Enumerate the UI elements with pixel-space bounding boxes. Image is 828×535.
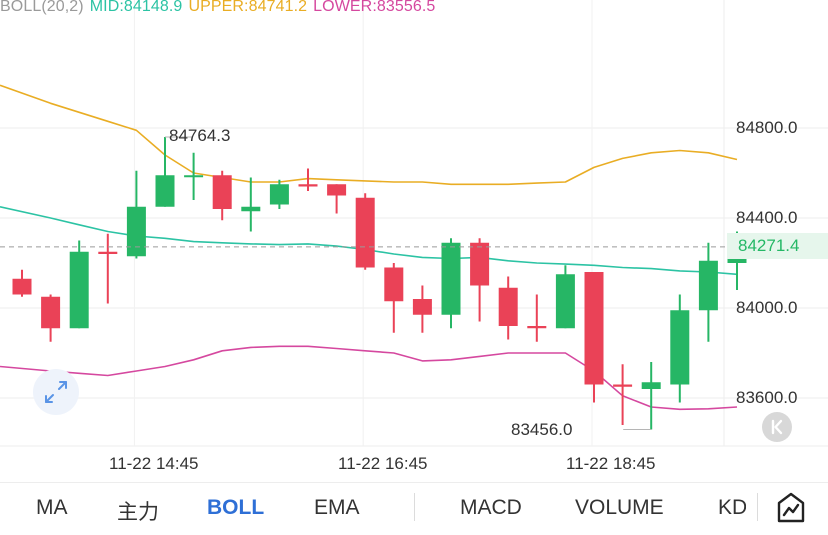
tab-main[interactable]: 主力 xyxy=(117,501,159,524)
boll-indicator-header: BOLL(20,2) MID:84148.9 UPPER:84741.2 LOWER:… xyxy=(0,0,441,16)
candle-body xyxy=(641,382,661,389)
candle-layer xyxy=(12,137,747,430)
candle-body xyxy=(12,278,32,295)
boll-upper-line xyxy=(0,84,738,186)
candle-body xyxy=(412,299,432,315)
tab-ma[interactable]: MA xyxy=(36,496,68,519)
tab-boll[interactable]: BOLL xyxy=(207,496,265,519)
candle-body xyxy=(555,274,575,329)
k-collapse-icon xyxy=(771,419,783,435)
high-price-label: 84764.3 xyxy=(169,126,231,145)
tab-kd[interactable]: KD xyxy=(718,496,746,519)
candle-body xyxy=(98,251,118,254)
candle-body xyxy=(69,251,89,329)
boll-params: BOLL(20,2) xyxy=(0,0,84,15)
tab-divider xyxy=(414,493,415,521)
candle-body xyxy=(527,326,547,329)
candle-body xyxy=(241,206,261,212)
k-collapse-button[interactable] xyxy=(762,412,792,442)
candle-body xyxy=(269,184,289,205)
y-tick-label: 84400.0 xyxy=(736,208,798,227)
expand-arrows-icon xyxy=(45,381,67,403)
candle-body xyxy=(613,384,633,387)
candle-body xyxy=(384,267,404,302)
candle-body xyxy=(670,310,690,385)
candle-body xyxy=(212,175,232,209)
candle-body xyxy=(126,206,146,257)
candle-body xyxy=(498,287,518,326)
boll-upper-value: UPPER:84741.2 xyxy=(188,0,308,15)
candle-body xyxy=(698,260,718,311)
candle-body xyxy=(184,175,204,178)
boll-mid-value: MID:84148.9 xyxy=(89,0,183,15)
candle-body xyxy=(155,175,175,207)
grid-layer xyxy=(0,0,828,447)
low-price-label: 83456.0 xyxy=(511,420,573,439)
x-tick-label: 11-22 16:45 xyxy=(338,454,428,473)
draw-line-icon[interactable] xyxy=(776,491,806,525)
candle-body xyxy=(298,184,318,187)
expand-chart-button[interactable] xyxy=(33,369,79,415)
x-tick-label: 11-22 14:45 xyxy=(109,454,199,473)
candle-body xyxy=(41,296,61,329)
candle-body xyxy=(441,242,461,315)
overlay-layer xyxy=(0,136,727,430)
x-tick-label: 11-22 18:45 xyxy=(566,454,656,473)
candle-body xyxy=(470,242,490,286)
tab-divider xyxy=(757,493,758,521)
y-tick-label: 83600.0 xyxy=(736,388,798,407)
tab-volume[interactable]: VOLUME xyxy=(575,496,664,519)
boll-lower-line xyxy=(0,345,738,411)
candle-body xyxy=(355,197,375,268)
boll-lower-value: LOWER:83556.5 xyxy=(313,0,436,15)
candlestick-chart[interactable] xyxy=(0,0,828,482)
current-price-tag: 84271.4 xyxy=(727,233,828,259)
candle-body xyxy=(327,184,347,196)
tab-macd[interactable]: MACD xyxy=(460,496,522,519)
y-tick-label: 84800.0 xyxy=(736,118,798,137)
y-tick-label: 84000.0 xyxy=(736,298,798,317)
tab-ema[interactable]: EMA xyxy=(314,496,360,519)
indicator-tab-bar: MA 主力 BOLL EMA MACD VOLUME KD xyxy=(0,482,828,535)
candle-body xyxy=(584,272,604,385)
